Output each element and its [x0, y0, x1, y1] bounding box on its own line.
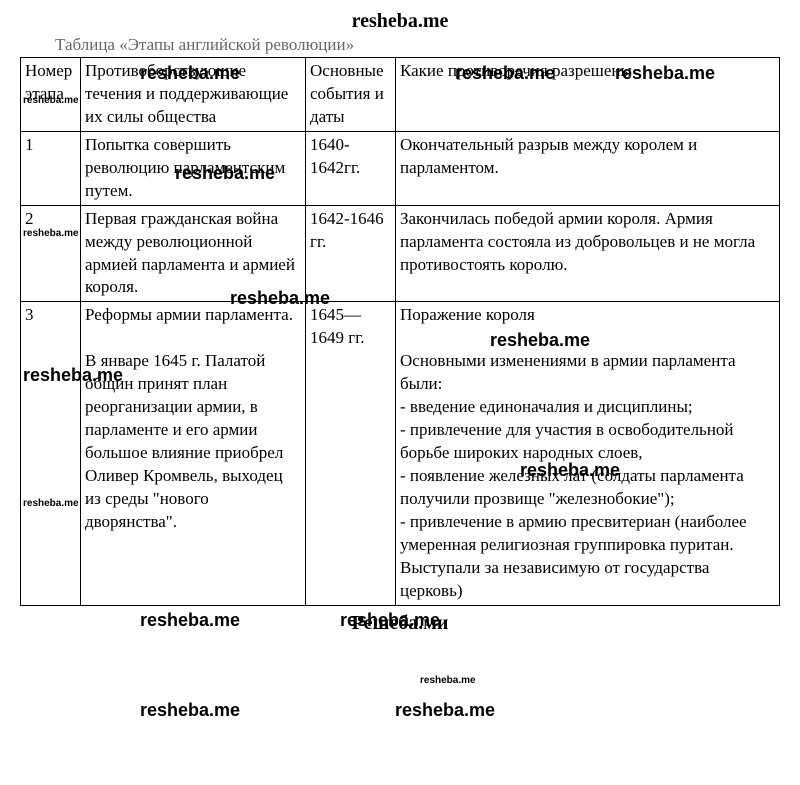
stages-table: Номер этапа Противоборствующие течения и…: [20, 57, 780, 606]
cell-num: 1: [21, 131, 81, 205]
table-header-row: Номер этапа Противоборствующие течения и…: [21, 58, 780, 132]
header-events: Основные события и даты: [306, 58, 396, 132]
watermark: resheba.me: [395, 700, 495, 721]
page-title: resheba.me: [20, 10, 780, 33]
cell-events: 1645—1649 гг.: [306, 302, 396, 605]
cell-contra: Закончилась победой армии короля. Армия …: [396, 205, 780, 302]
cell-num: 2: [21, 205, 81, 302]
table-caption: Таблица «Этапы английской революции»: [20, 35, 780, 55]
header-forces: Противоборствующие течения и поддерживаю…: [81, 58, 306, 132]
cell-contra: Окончательный разрыв между королем и пар…: [396, 131, 780, 205]
header-contra: Какие противоречия разрешены: [396, 58, 780, 132]
footer-title: Решеба.ми: [20, 612, 780, 635]
table-row: 3Реформы армии парламента.В январе 1645 …: [21, 302, 780, 605]
cell-events: 1640-1642гг.: [306, 131, 396, 205]
watermark: resheba.me: [420, 675, 476, 686]
cell-forces: Первая гражданская война между революцио…: [81, 205, 306, 302]
cell-contra: Поражение короляОсновными изменениями в …: [396, 302, 780, 605]
table-row: 2Первая гражданская война между революци…: [21, 205, 780, 302]
watermark: resheba.me: [140, 700, 240, 721]
cell-num: 3: [21, 302, 81, 605]
cell-forces: Реформы армии парламента.В январе 1645 г…: [81, 302, 306, 605]
header-num: Номер этапа: [21, 58, 81, 132]
cell-events: 1642-1646 гг.: [306, 205, 396, 302]
table-row: 1Попытка совершить революцию парламентск…: [21, 131, 780, 205]
cell-forces: Попытка совершить революцию парламентски…: [81, 131, 306, 205]
